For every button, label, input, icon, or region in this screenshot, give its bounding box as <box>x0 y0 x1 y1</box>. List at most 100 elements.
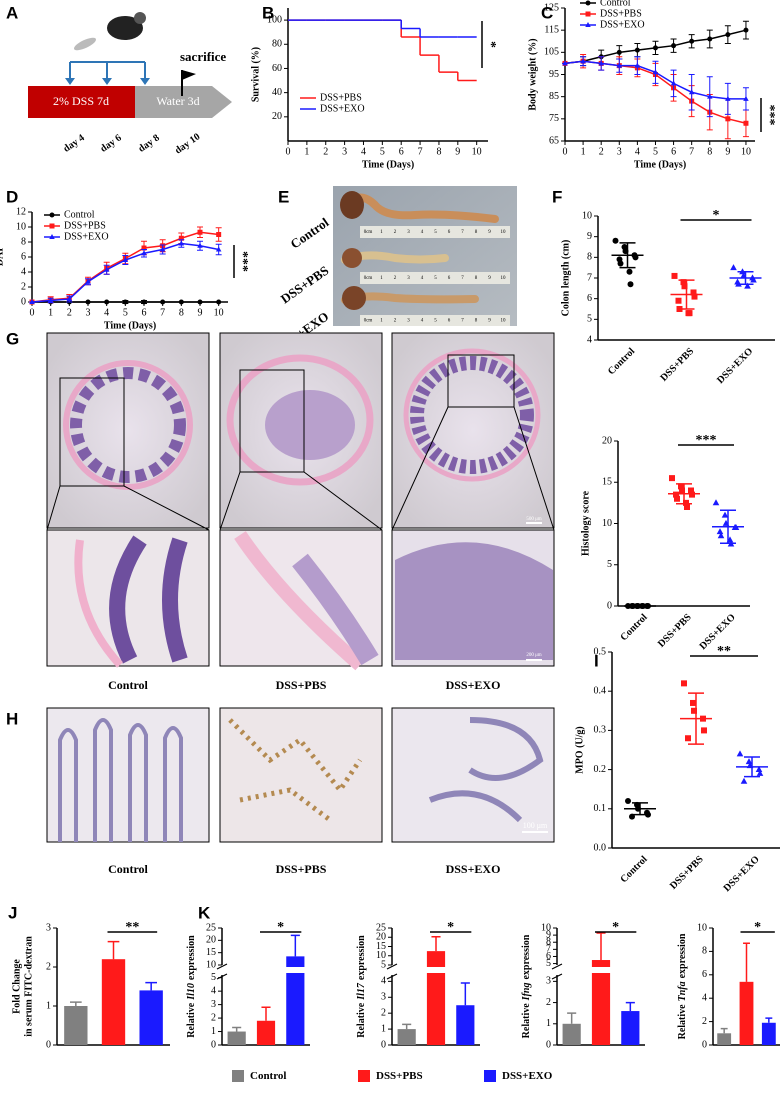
y-tick-label: 1 <box>381 1023 386 1034</box>
y-tick-label: 15 <box>206 947 216 958</box>
x-tick-label: 6 <box>399 146 404 157</box>
y-tick-label: 40 <box>272 87 282 98</box>
caption: DSS+EXO <box>446 862 501 876</box>
y-axis-label: Survival (%) <box>250 47 261 102</box>
marker <box>712 499 720 506</box>
ruler-label: 9 <box>488 230 491 235</box>
x-axis-label: Time (Days) <box>362 159 414 170</box>
error-bar <box>743 942 750 982</box>
y-tick-label: 0.0 <box>594 842 607 853</box>
y-tick-label: 10 <box>376 950 386 961</box>
tissue <box>395 542 553 660</box>
y-tick-label: 9 <box>546 929 551 940</box>
y-tick-label: 3 <box>46 922 51 933</box>
y-tick-label: 2 <box>211 1012 216 1023</box>
day-label: day 6 <box>98 133 123 155</box>
marker <box>701 727 707 734</box>
significance-label: *** <box>696 433 717 448</box>
y-tick-label: 1 <box>211 1026 216 1037</box>
legend-label: Control <box>64 209 95 220</box>
marker <box>47 297 54 303</box>
sd-bar <box>678 279 695 310</box>
significance-label: * <box>447 920 454 935</box>
y-tick-label: 75 <box>549 113 559 124</box>
panel-letter: E <box>278 187 289 206</box>
legend-label: DSS+PBS <box>320 92 362 103</box>
syringe-icon <box>73 37 97 51</box>
panel-letter: J <box>8 903 17 922</box>
marker <box>49 223 55 229</box>
cecum <box>342 248 362 268</box>
y-tick-label: 5 <box>607 559 612 570</box>
marker <box>743 27 749 33</box>
y-tick-label: 8 <box>21 236 26 247</box>
x-axis-label: Time (Days) <box>104 320 156 331</box>
chart: 0 1 2 3 Fold Change in serum FITC-dextran ** <box>11 920 170 1050</box>
ruler <box>360 226 510 238</box>
x-tick-label: 2 <box>599 146 604 157</box>
marker <box>49 212 55 218</box>
x-tick-label: 2 <box>323 146 328 157</box>
y-axis-label: MPO (U/g) <box>574 726 585 774</box>
bar <box>256 1020 276 1045</box>
marker <box>66 296 73 301</box>
marker <box>617 260 624 267</box>
axis-gap <box>393 967 481 973</box>
y-axis-label: Fold Change <box>11 959 22 1014</box>
tissue <box>74 539 123 668</box>
marker <box>160 299 166 305</box>
x-tick-label: DSS+EXO <box>715 346 755 386</box>
marker <box>178 240 185 246</box>
legend-label: DSS+PBS <box>600 8 642 19</box>
y-tick-label: 0 <box>381 1039 386 1050</box>
x-tick-label: 3 <box>617 146 622 157</box>
panel-letter: K <box>198 903 211 922</box>
chart: 65 75 85 95 105 115 125 Body weight (%) 0 1 2 3 4 5 6 7… <box>527 0 776 170</box>
y-tick-label: 10 <box>16 221 26 232</box>
x-tick-label: DSS+PBS <box>668 854 706 892</box>
marker <box>689 491 695 498</box>
bar <box>426 951 446 1045</box>
y-axis-label-part: Relative <box>186 1002 197 1038</box>
y-tick-label: 0 <box>21 296 26 307</box>
y-tick-label: 6 <box>587 293 592 304</box>
marker <box>725 32 731 38</box>
marker <box>178 235 184 241</box>
legend-label: DSS+EXO <box>600 19 645 30</box>
y-tick-label: 2 <box>702 1016 707 1027</box>
marker <box>707 93 713 99</box>
y-tick-label: 8 <box>587 252 592 263</box>
x-tick-label: 3 <box>86 307 91 318</box>
marker <box>616 49 622 55</box>
marker <box>756 769 764 776</box>
tissue <box>234 531 365 671</box>
x-tick-label: 9 <box>455 146 460 157</box>
x-tick-label: 8 <box>179 307 184 318</box>
y-tick-label: 4 <box>21 266 26 277</box>
y-tick-label: 6 <box>21 251 26 262</box>
ruler-label: 4 <box>421 230 424 235</box>
y-tick-label: 0.2 <box>594 764 607 775</box>
bar <box>101 959 126 1045</box>
y-tick-label: 5 <box>381 959 386 970</box>
significance-label: * <box>713 208 720 223</box>
x-tick-label: 6 <box>142 307 147 318</box>
x-tick-label: 2 <box>67 307 72 318</box>
ruler <box>360 315 510 326</box>
marker <box>122 257 129 262</box>
caption: DSS+PBS <box>276 862 327 876</box>
marker <box>197 242 203 248</box>
ruler-label: 3 <box>407 230 410 235</box>
x-tick-label: 0 <box>286 146 291 157</box>
error-bar <box>431 935 441 952</box>
y-tick-label: 4 <box>211 985 216 996</box>
ruler-label: 2 <box>394 276 397 281</box>
ruler-label: 0cm <box>364 276 373 281</box>
chart: 0.0 0.1 0.2 0.3 0.4 0.5 MPO (U/g) Control DSS+PB… <box>574 644 780 894</box>
caption: DSS+EXO <box>446 678 501 692</box>
x-tick-label: 7 <box>160 307 165 318</box>
y-tick-label: 0.5 <box>594 646 607 657</box>
error-bar <box>69 1001 82 1006</box>
